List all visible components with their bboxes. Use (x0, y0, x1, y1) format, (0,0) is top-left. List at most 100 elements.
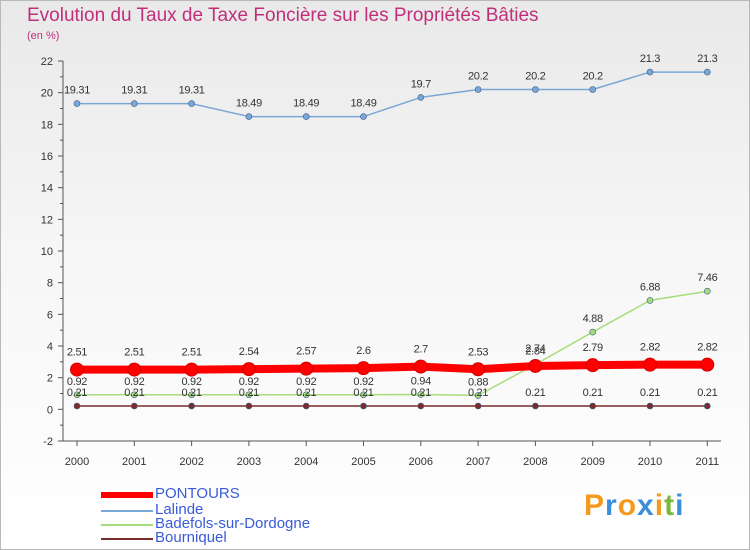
data-label: 19.31 (179, 85, 205, 97)
data-point (241, 362, 256, 377)
data-point (474, 392, 482, 399)
x-tick-label: 2010 (638, 456, 662, 468)
data-point (188, 100, 195, 107)
y-tick-label: 22 (41, 56, 53, 68)
legend-label-bourniquel: Bourniquel (155, 529, 227, 546)
logo-letter: P (584, 489, 606, 522)
data-point (474, 86, 482, 93)
data-point (417, 391, 425, 398)
data-point (70, 362, 84, 377)
proxiti-logo: Proxiti (584, 489, 684, 523)
data-label: 18.49 (236, 98, 262, 110)
y-tick-label: 6 (47, 309, 53, 321)
x-tick-label: 2002 (179, 456, 203, 468)
data-point (589, 402, 597, 410)
series-line-PONTOURS (77, 360, 708, 374)
data-label: 0.92 (67, 376, 87, 388)
y-tick-label: 20 (41, 88, 53, 100)
series-line-Badefols-sur-Dordogne (77, 290, 708, 397)
data-label: 0.94 (411, 375, 431, 387)
data-point (589, 328, 597, 336)
x-tick-label: 2011 (695, 456, 719, 468)
y-tick-label: 14 (41, 183, 53, 195)
data-point (360, 402, 367, 410)
logo-letter: t (664, 489, 676, 522)
y-tick-label: 4 (47, 341, 53, 353)
data-label: 4.88 (583, 313, 603, 325)
data-label: 0.21 (640, 387, 660, 399)
data-point (417, 402, 425, 410)
data-label: 19.31 (121, 85, 147, 97)
logo-letter: x (637, 489, 655, 522)
legend-label-badefols: Badefols-sur-Dordogne (155, 515, 311, 532)
legend-label-pontours: PONTOURS (155, 485, 240, 502)
x-tick-label: 2004 (294, 456, 318, 468)
data-label: 0.92 (353, 376, 373, 388)
data-label: 0.21 (697, 387, 717, 399)
data-point (413, 359, 428, 374)
data-label: 2.51 (67, 347, 87, 359)
data-label: 2.51 (124, 347, 144, 359)
data-label: 2.84 (525, 345, 545, 357)
data-label: 0.21 (296, 387, 316, 399)
data-point (127, 362, 142, 377)
data-label: 2.51 (181, 347, 201, 359)
data-point (360, 391, 367, 399)
data-point (532, 402, 539, 410)
legend-swatch-pontours (101, 492, 153, 498)
data-label: 2.7 (414, 344, 429, 356)
y-tick-label: 0 (47, 404, 53, 416)
data-point (184, 362, 199, 377)
x-tick-label: 2000 (65, 456, 89, 468)
data-point (131, 402, 138, 410)
data-point (643, 357, 657, 372)
data-point (471, 362, 486, 377)
data-label: 0.21 (181, 387, 201, 399)
y-tick-label: 8 (47, 278, 53, 290)
data-point (245, 402, 253, 410)
data-label: 20.2 (468, 71, 488, 83)
data-label: 2.6 (356, 345, 371, 357)
data-point (73, 100, 81, 107)
data-label: 2.57 (296, 346, 316, 358)
y-tick-label: -2 (43, 436, 53, 448)
legend-swatch-lalinde (101, 510, 153, 512)
data-point (646, 402, 654, 410)
y-tick-label: 10 (41, 246, 53, 258)
data-label: 0.21 (353, 387, 373, 399)
x-tick-label: 2006 (409, 456, 433, 468)
x-tick-label: 2003 (237, 456, 261, 468)
data-label: 0.92 (124, 376, 144, 388)
data-label: 21.3 (697, 53, 717, 65)
data-label: 0.92 (239, 376, 259, 388)
data-point (302, 391, 310, 399)
data-point (73, 391, 81, 399)
x-tick-label: 2009 (580, 456, 604, 468)
x-tick-label: 2005 (351, 456, 375, 468)
logo-letter: o (617, 489, 638, 522)
data-label: 19.31 (64, 85, 90, 97)
data-point (245, 113, 253, 120)
series-line-Lalinde (77, 71, 708, 118)
data-label: 0.21 (239, 387, 259, 399)
data-label: 2.74 (525, 343, 545, 355)
data-point (703, 68, 711, 76)
data-label: 0.92 (296, 376, 316, 388)
data-label: 2.54 (239, 346, 259, 358)
data-label: 0.21 (583, 387, 603, 399)
data-point (302, 113, 310, 120)
data-label: 0.92 (181, 376, 201, 388)
data-label: 0.21 (468, 387, 488, 399)
data-point (131, 100, 138, 107)
y-tick-label: 16 (41, 151, 53, 163)
data-label: 20.2 (583, 71, 603, 83)
data-label: 21.3 (640, 53, 660, 65)
data-label: 7.46 (697, 272, 717, 284)
data-label: 18.49 (293, 98, 319, 110)
x-tick-label: 2008 (523, 456, 547, 468)
data-label: 2.82 (640, 342, 660, 354)
data-point (356, 361, 371, 376)
data-point (299, 361, 314, 376)
